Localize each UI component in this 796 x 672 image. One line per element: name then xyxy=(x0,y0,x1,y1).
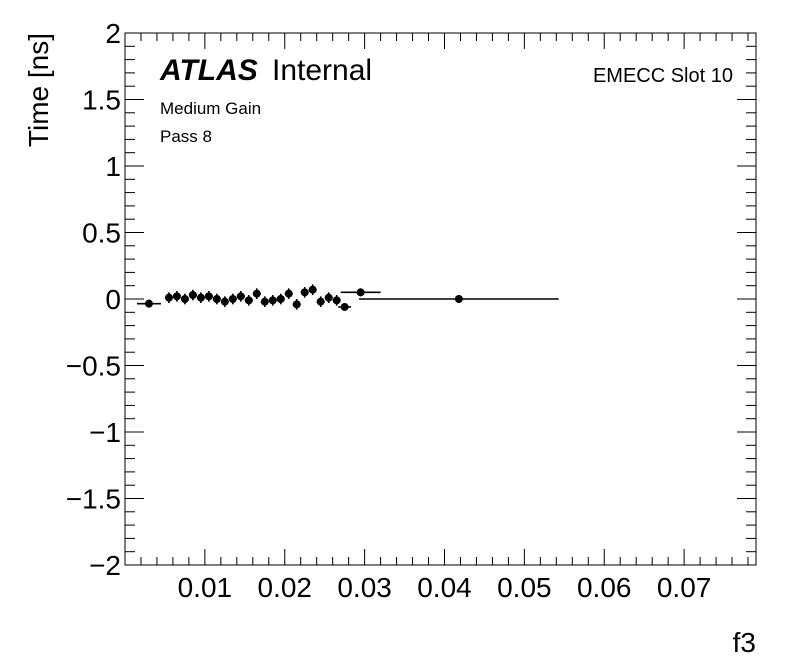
x-tick-label: 0.04 xyxy=(417,572,472,603)
point-marker xyxy=(356,288,365,297)
data-point xyxy=(172,291,181,302)
point-marker xyxy=(204,292,213,301)
data-point xyxy=(204,291,213,302)
point-marker xyxy=(236,292,245,301)
data-point xyxy=(180,293,189,305)
x-tick-label: 0.02 xyxy=(257,572,312,603)
data-point xyxy=(228,293,237,305)
point-marker xyxy=(212,295,221,303)
point-marker xyxy=(164,293,173,302)
data-point xyxy=(308,284,317,296)
data-point xyxy=(188,289,197,301)
data-point xyxy=(284,288,293,299)
point-marker xyxy=(454,295,463,303)
y-tick-label: −0.5 xyxy=(66,351,121,382)
x-tick-label: 0.05 xyxy=(497,572,552,603)
data-point xyxy=(212,293,221,305)
point-marker xyxy=(316,297,325,306)
atlas-label: ATLAS xyxy=(159,54,258,87)
y-tick-label: −1.5 xyxy=(66,484,121,515)
data-point xyxy=(324,292,333,303)
data-point xyxy=(340,288,381,297)
point-marker xyxy=(340,302,349,311)
y-axis-title: Time [ns] xyxy=(23,33,54,147)
point-marker xyxy=(260,297,269,306)
data-point xyxy=(136,299,161,308)
point-marker xyxy=(324,293,333,302)
data-point xyxy=(292,299,301,310)
data-point xyxy=(236,291,245,302)
point-marker xyxy=(252,289,261,298)
point-marker xyxy=(292,300,301,309)
data-point xyxy=(268,295,277,306)
y-tick-label: −1 xyxy=(89,417,121,448)
y-tick-label: 0 xyxy=(105,284,121,315)
data-points xyxy=(136,284,559,311)
pass-label: Pass 8 xyxy=(160,127,212,146)
x-tick-label: 0.01 xyxy=(178,572,233,603)
point-marker xyxy=(308,285,317,294)
data-point xyxy=(300,287,309,298)
y-tick-label: 0.5 xyxy=(82,218,121,249)
point-marker xyxy=(268,296,277,305)
point-marker xyxy=(244,296,253,305)
internal-label: Internal xyxy=(272,54,372,87)
point-marker xyxy=(144,299,153,308)
point-marker xyxy=(284,289,293,298)
data-point xyxy=(196,292,205,303)
point-marker xyxy=(228,295,237,303)
data-point xyxy=(244,295,253,306)
x-tick-label: 0.03 xyxy=(337,572,392,603)
data-point xyxy=(338,302,352,311)
data-point xyxy=(359,295,559,303)
point-marker xyxy=(276,295,285,303)
y-tick-label: −2 xyxy=(89,550,121,581)
x-tick-label: 0.07 xyxy=(657,572,712,603)
data-point xyxy=(220,296,229,307)
data-point xyxy=(164,292,173,303)
y-tick-label: 1.5 xyxy=(82,85,121,116)
point-marker xyxy=(180,295,189,303)
x-axis-ticks: 0.01 0.02 0.03 0.04 0.05 0.06 0.07 xyxy=(124,33,749,603)
y-axis-ticks: −2 −1.5 −1 −0.5 0 0.5 1 1.5 2 xyxy=(66,18,756,581)
point-marker xyxy=(220,297,229,306)
data-point xyxy=(252,288,261,299)
data-point xyxy=(332,295,341,306)
y-tick-label: 2 xyxy=(105,18,121,49)
point-marker xyxy=(188,291,197,300)
point-marker xyxy=(172,292,181,301)
point-marker xyxy=(332,296,341,305)
slot-label: EMECC Slot 10 xyxy=(593,65,733,87)
data-point xyxy=(276,293,285,305)
point-marker xyxy=(196,293,205,302)
gain-label: Medium Gain xyxy=(160,99,261,118)
point-marker xyxy=(300,288,309,297)
data-point xyxy=(260,296,269,307)
data-point xyxy=(316,296,325,307)
x-tick-label: 0.06 xyxy=(577,572,632,603)
y-tick-label: 1 xyxy=(105,151,121,182)
x-axis-title: f3 xyxy=(733,627,756,658)
